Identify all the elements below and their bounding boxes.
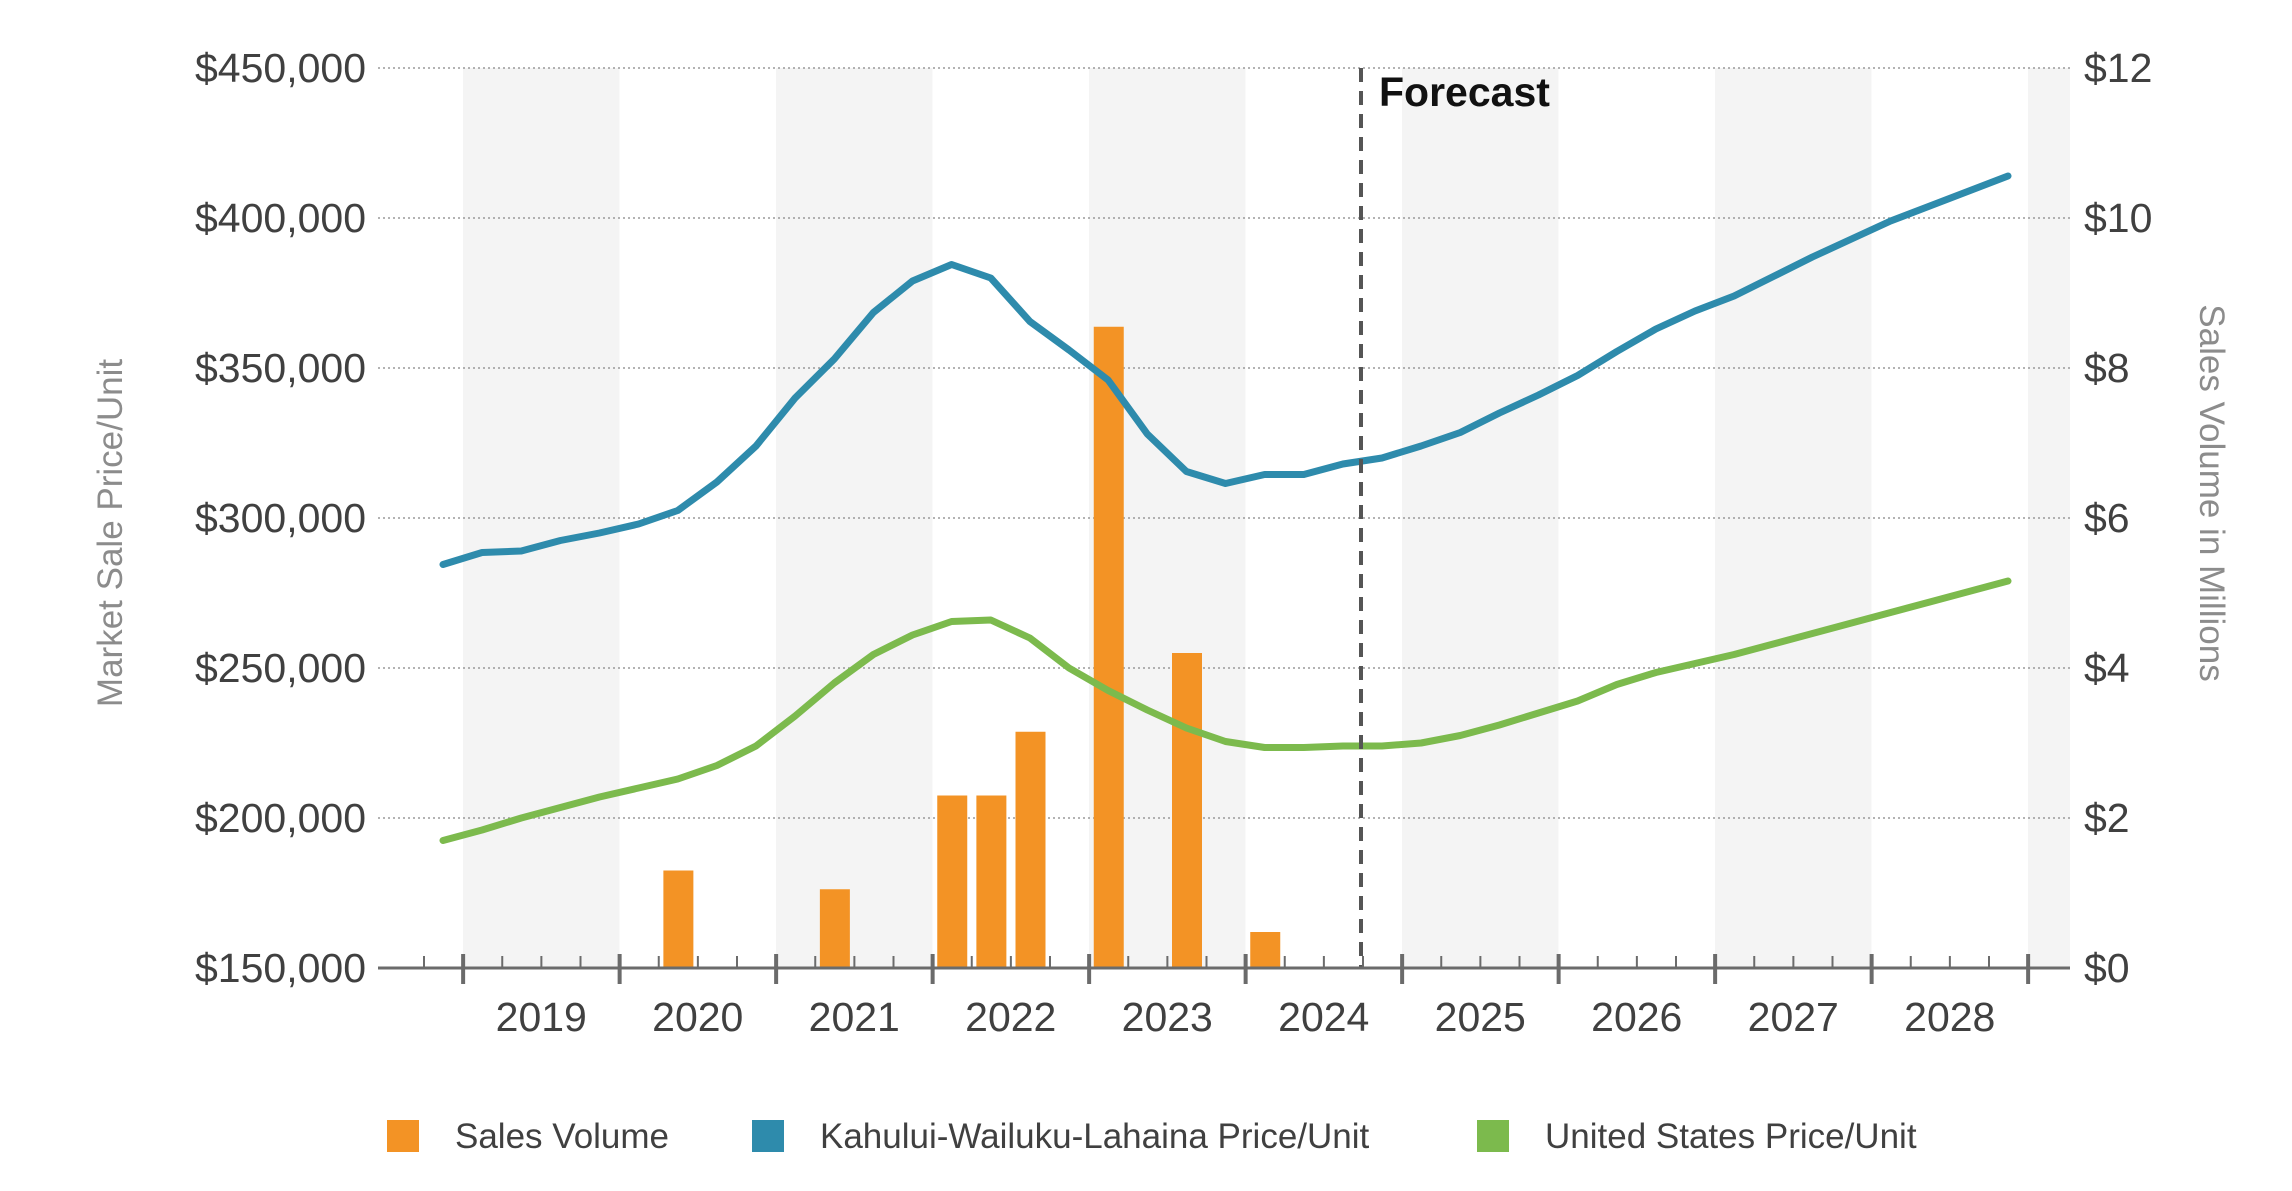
- x-tick-label: 2024: [1278, 994, 1369, 1040]
- left-y-axis-ticks: $150,000 $200,000 $250,000 $300,000 $350,000…: [195, 45, 366, 991]
- legend: Sales Volume Kahului-Wailuku-Lahaina Pric…: [387, 1117, 1917, 1156]
- legend-label: United States Price/Unit: [1545, 1117, 1917, 1156]
- x-axis: 2019 2020 2021 2022 2023 2024 2025 2026 2027 2028: [378, 954, 2070, 1040]
- sales-volume-bar: [663, 870, 694, 968]
- forecast-marker: Forecast: [1359, 68, 1550, 968]
- sales-volume-bar: [1250, 932, 1281, 968]
- forecast-label: Forecast: [1379, 69, 1550, 115]
- right-axis-title: Sales Volume in Millions: [2192, 304, 2231, 681]
- sales-volume-bars: [663, 326, 1281, 968]
- right-tick-label: $6: [2084, 495, 2130, 541]
- kahului-price-line: [439, 172, 2012, 568]
- sales-volume-bar: [819, 889, 850, 968]
- left-tick-label: $300,000: [195, 495, 366, 541]
- sales-volume-bar: [976, 795, 1007, 968]
- left-axis-title: Market Sale Price/Unit: [91, 359, 130, 707]
- x-tick-label: 2026: [1591, 994, 1682, 1040]
- left-tick-label: $400,000: [195, 195, 366, 241]
- right-tick-label: $0: [2084, 945, 2130, 991]
- x-tick-label: 2020: [652, 994, 743, 1040]
- x-tick-label: 2023: [1122, 994, 1213, 1040]
- left-tick-label: $200,000: [195, 795, 366, 841]
- sales-volume-bar: [1172, 653, 1202, 968]
- legend-swatch: [387, 1120, 419, 1152]
- legend-label: Kahului-Wailuku-Lahaina Price/Unit: [820, 1117, 1370, 1156]
- legend-swatch: [752, 1120, 784, 1152]
- x-tick-label: 2027: [1748, 994, 1839, 1040]
- x-tick-label: 2028: [1904, 994, 1995, 1040]
- right-tick-label: $4: [2084, 645, 2130, 691]
- left-tick-label: $150,000: [195, 945, 366, 991]
- sales-volume-bar: [937, 795, 968, 968]
- x-tick-label: 2021: [809, 994, 900, 1040]
- year-band: [463, 68, 620, 968]
- sales-volume-bar: [1015, 731, 1046, 968]
- right-tick-label: $12: [2084, 45, 2152, 91]
- year-band: [1402, 68, 1559, 968]
- x-tick-label: 2022: [965, 994, 1056, 1040]
- legend-swatch: [1477, 1120, 1509, 1152]
- right-tick-label: $8: [2084, 345, 2130, 391]
- right-tick-label: $10: [2084, 195, 2152, 241]
- price-lines: [439, 172, 2012, 844]
- left-tick-label: $350,000: [195, 345, 366, 391]
- x-tick-label: 2025: [1435, 994, 1526, 1040]
- left-tick-label: $250,000: [195, 645, 366, 691]
- x-tick-label: 2019: [496, 994, 587, 1040]
- right-tick-label: $2: [2084, 795, 2130, 841]
- left-tick-label: $450,000: [195, 45, 366, 91]
- legend-label: Sales Volume: [455, 1117, 669, 1156]
- right-y-axis-ticks: $0 $2 $4 $6 $8 $10 $12: [2084, 45, 2152, 991]
- sales-volume-bar: [1093, 326, 1124, 968]
- us-price-line: [439, 577, 2012, 844]
